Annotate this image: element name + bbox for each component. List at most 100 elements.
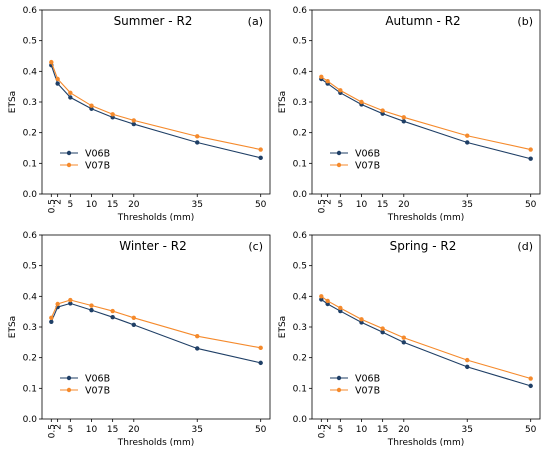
data-point xyxy=(49,319,54,324)
y-tick-label: 0.3 xyxy=(293,98,307,108)
series-line-V07B xyxy=(50,61,261,151)
chart-panel-2: 0.00.10.20.30.40.50.60.52 5 10 15 20 35 50Thre… xyxy=(278,6,541,223)
data-point xyxy=(338,88,343,93)
x-tick-label: 15 xyxy=(377,425,388,435)
y-tick-label: 0.3 xyxy=(23,323,37,333)
legend-marker xyxy=(66,162,72,168)
y-tick-label: 0.6 xyxy=(23,231,38,241)
y-tick-label: 0.5 xyxy=(23,37,37,47)
x-axis-label: Thresholds (mm) xyxy=(117,438,194,448)
x-tick-label: 0.5 xyxy=(47,199,57,213)
chart-title: Summer - R2 xyxy=(114,14,193,28)
y-tick-label: 0.4 xyxy=(293,292,308,302)
panel-tag: (c) xyxy=(248,240,263,253)
plot-frame xyxy=(41,9,271,195)
y-tick-label: 0.4 xyxy=(23,67,38,77)
series-line-V07B xyxy=(50,299,261,349)
data-point xyxy=(528,156,533,161)
legend-marker xyxy=(66,150,72,156)
data-point xyxy=(195,334,200,339)
data-point xyxy=(465,364,470,370)
legend-label: V07B xyxy=(85,386,110,397)
data-point xyxy=(528,376,533,381)
x-tick-label: 35 xyxy=(462,200,473,210)
x-tick-label: 35 xyxy=(192,200,203,210)
data-point xyxy=(110,308,115,314)
data-point xyxy=(338,305,343,311)
data-point xyxy=(68,95,73,100)
y-tick-label: 0.6 xyxy=(293,6,308,16)
series-line-V07B xyxy=(321,76,531,151)
x-axis-label: Thresholds (mm) xyxy=(387,438,464,448)
data-point xyxy=(258,155,263,161)
legend-marker xyxy=(336,162,342,168)
x-tick-label: 2 xyxy=(324,424,334,430)
data-point xyxy=(359,317,364,322)
data-point xyxy=(401,119,406,124)
legend-marker xyxy=(66,375,72,381)
data-point xyxy=(338,308,343,314)
x-tick-label: 5 xyxy=(337,425,343,435)
data-point xyxy=(528,383,533,389)
y-tick-label: 0.0 xyxy=(293,415,308,425)
data-point xyxy=(401,340,406,345)
data-point xyxy=(319,297,324,302)
data-point xyxy=(195,346,200,351)
data-point xyxy=(131,315,136,320)
series-line-V06B xyxy=(50,302,261,364)
data-point xyxy=(55,301,60,307)
chart-title: Spring - R2 xyxy=(390,239,457,253)
x-tick-label: 2 xyxy=(54,424,64,430)
x-tick-label: 5 xyxy=(67,200,73,210)
data-point xyxy=(110,112,115,117)
x-tick-label: 35 xyxy=(192,425,203,435)
series-line-V07B xyxy=(320,295,531,380)
legend-label: V06B xyxy=(355,374,380,385)
data-point xyxy=(319,294,324,299)
data-point xyxy=(55,76,60,82)
legend-marker xyxy=(66,387,72,393)
data-point xyxy=(380,330,385,335)
data-point xyxy=(359,99,364,105)
y-tick-label: 0.1 xyxy=(23,384,37,394)
plot-frame xyxy=(41,234,271,420)
data-point xyxy=(325,298,330,304)
plot-frame xyxy=(311,234,541,420)
x-tick-label: 10 xyxy=(86,425,98,435)
y-tick-label: 0.5 xyxy=(293,37,307,47)
x-axis-label: Thresholds (mm) xyxy=(117,213,194,223)
series-line-V06B xyxy=(50,65,261,159)
data-point xyxy=(465,357,470,363)
chart-title: Autumn - R2 xyxy=(385,14,460,28)
data-point xyxy=(258,345,263,351)
y-tick-label: 0.2 xyxy=(23,129,37,139)
x-tick-label: 20 xyxy=(128,425,140,435)
data-point xyxy=(68,90,73,96)
x-tick-label: 50 xyxy=(255,425,267,435)
x-tick-label: 50 xyxy=(255,200,267,210)
data-point xyxy=(319,74,324,80)
y-axis-label: ETSa xyxy=(278,316,288,338)
data-point xyxy=(465,140,470,145)
legend-label: V07B xyxy=(355,161,380,172)
data-point xyxy=(465,133,470,138)
x-tick-label: 5 xyxy=(337,200,343,210)
x-tick-label: 20 xyxy=(398,425,410,435)
legend-marker xyxy=(336,375,342,381)
data-point xyxy=(89,103,94,108)
x-tick-label: 10 xyxy=(356,200,368,210)
data-point xyxy=(68,297,73,303)
data-point xyxy=(89,303,94,308)
y-tick-label: 0.5 xyxy=(293,262,307,272)
panel-tag: (d) xyxy=(517,240,533,253)
data-point xyxy=(110,115,115,120)
x-tick-label: 50 xyxy=(525,200,537,210)
legend-label: V06B xyxy=(85,374,110,385)
data-point xyxy=(131,121,136,127)
y-axis-label: ETSa xyxy=(278,91,288,113)
panel-tag: (b) xyxy=(517,15,533,28)
x-tick-label: 10 xyxy=(356,425,368,435)
y-tick-label: 0.0 xyxy=(23,415,38,425)
y-axis-label: ETSa xyxy=(8,91,18,113)
